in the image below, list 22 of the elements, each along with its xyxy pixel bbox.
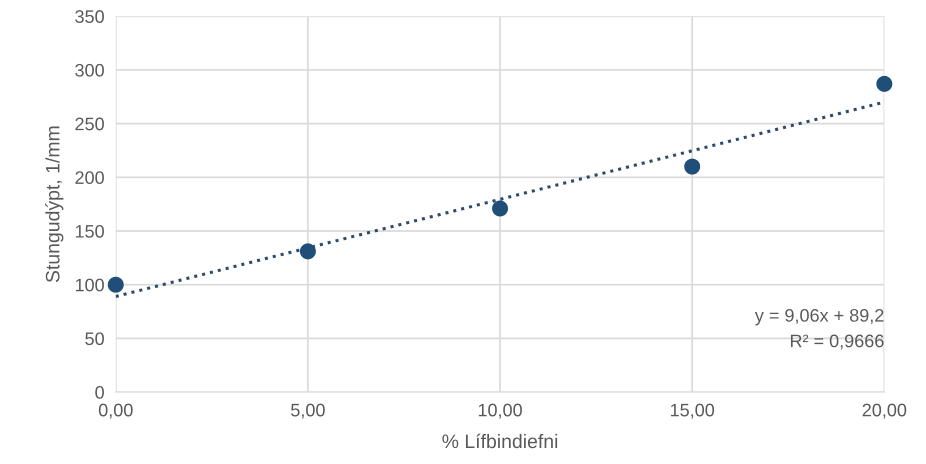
y-tick-label: 100 — [76, 278, 104, 292]
y-tick-label: 0 — [95, 386, 104, 399]
annotation: R² = 0,9666 — [790, 334, 884, 350]
x-tick-label: 15,00 — [670, 404, 714, 419]
x-tick-label: 10,00 — [478, 404, 522, 419]
y-tick-label: 200 — [75, 171, 104, 184]
y-tick-label: 300 — [75, 64, 104, 77]
x-tick-label: 0,00 — [98, 404, 133, 419]
point — [108, 276, 124, 293]
point — [300, 243, 316, 260]
y-tick-label: 50 — [85, 332, 104, 346]
annotation: y = 9,06x + 89,2 — [754, 308, 884, 326]
point — [876, 76, 892, 92]
y-tick-label: 250 — [75, 118, 104, 130]
y-axis-title: Stungudýpt, 1/mm — [45, 126, 64, 282]
y-tick-label: 150 — [76, 224, 104, 238]
point — [684, 158, 700, 175]
x-tick-label: 20,00 — [862, 404, 906, 419]
y-tick-label: 350 — [75, 10, 104, 23]
x-tick-label: 5,00 — [291, 404, 325, 419]
x-axis-title: % Lífbindiefni — [442, 434, 558, 448]
point — [492, 200, 508, 216]
